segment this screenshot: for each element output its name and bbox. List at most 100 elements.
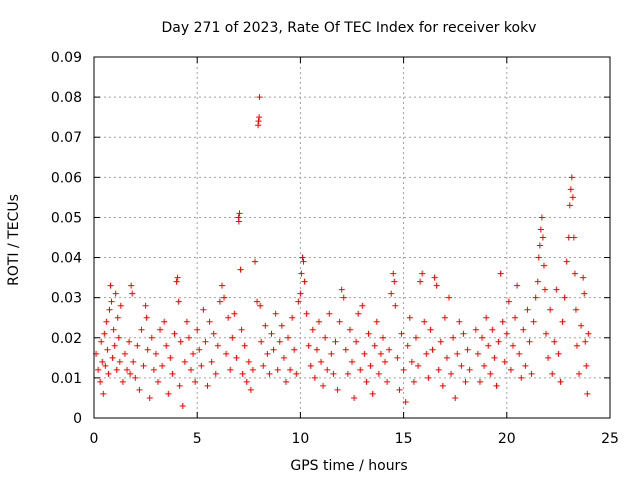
data-point — [479, 334, 486, 341]
data-point — [446, 294, 453, 301]
y-tick-label: 0.03 — [51, 291, 82, 307]
data-point — [175, 298, 182, 305]
data-point — [549, 370, 556, 377]
data-point — [169, 370, 176, 377]
data-point — [100, 390, 107, 397]
data-point — [458, 362, 465, 369]
data-point — [300, 258, 307, 265]
y-tick-label: 0.07 — [51, 130, 82, 146]
data-point — [514, 282, 521, 289]
data-point — [553, 286, 560, 293]
data-point — [581, 290, 588, 297]
data-point — [578, 322, 585, 329]
data-point — [237, 266, 244, 273]
data-point — [524, 306, 531, 313]
data-point — [530, 318, 537, 325]
data-point — [138, 326, 145, 333]
data-point — [97, 378, 104, 385]
data-point — [437, 338, 444, 345]
data-point — [305, 342, 312, 349]
data-point — [328, 350, 335, 357]
data-point — [535, 254, 542, 261]
data-point — [257, 302, 264, 309]
data-point — [443, 354, 450, 361]
data-point — [221, 294, 228, 301]
data-point — [216, 298, 223, 305]
y-tick-label: 0 — [73, 411, 82, 427]
data-point — [540, 262, 547, 269]
data-point — [188, 366, 195, 373]
data-point — [318, 358, 325, 365]
data-point — [98, 338, 105, 345]
data-point — [572, 306, 579, 313]
data-point — [332, 338, 339, 345]
data-point — [361, 350, 368, 357]
data-point — [174, 274, 181, 281]
data-point — [136, 386, 143, 393]
data-point — [105, 370, 112, 377]
data-point — [353, 338, 360, 345]
axis-ticks — [93, 56, 611, 419]
data-point — [559, 318, 566, 325]
x-axis-label: GPS time / hours — [290, 458, 407, 474]
data-point — [146, 394, 153, 401]
data-point — [415, 362, 422, 369]
data-point — [433, 282, 440, 289]
data-point — [101, 330, 108, 337]
data-point — [198, 362, 205, 369]
data-point — [303, 310, 310, 317]
data-point — [516, 350, 523, 357]
data-point — [425, 374, 432, 381]
data-point — [258, 338, 265, 345]
data-point — [285, 334, 292, 341]
data-point — [121, 350, 128, 357]
data-point — [528, 370, 535, 377]
data-point — [282, 378, 289, 385]
data-point — [152, 350, 159, 357]
data-point — [264, 350, 271, 357]
x-tick-label: 10 — [291, 431, 309, 447]
data-point — [256, 114, 263, 121]
data-point — [245, 358, 252, 365]
data-point — [161, 318, 168, 325]
data-point — [464, 346, 471, 353]
data-point — [150, 366, 157, 373]
data-point — [291, 346, 298, 353]
data-point — [491, 354, 498, 361]
data-point — [462, 378, 469, 385]
data-point — [497, 270, 504, 277]
data-point — [402, 398, 409, 405]
data-point — [148, 334, 155, 341]
data-point — [509, 342, 516, 349]
data-point — [342, 346, 349, 353]
plot-frame — [93, 56, 611, 419]
data-point — [116, 358, 123, 365]
data-point — [107, 282, 114, 289]
data-point — [167, 354, 174, 361]
data-point — [520, 326, 527, 333]
data-point — [474, 350, 481, 357]
data-point — [400, 366, 407, 373]
data-point — [204, 382, 211, 389]
data-point — [181, 358, 188, 365]
data-point — [225, 314, 232, 321]
data-point — [489, 326, 496, 333]
data-point — [214, 342, 221, 349]
data-point — [196, 346, 203, 353]
data-point — [431, 274, 438, 281]
data-point — [396, 386, 403, 393]
data-point — [190, 350, 197, 357]
data-point — [176, 382, 183, 389]
data-point — [566, 202, 573, 209]
data-point — [144, 346, 151, 353]
data-point — [379, 334, 386, 341]
data-point — [551, 338, 558, 345]
data-point — [557, 378, 564, 385]
data-point — [456, 318, 463, 325]
data-point — [576, 370, 583, 377]
data-point — [452, 394, 459, 401]
data-point — [501, 358, 508, 365]
data-point — [112, 290, 119, 297]
data-point — [324, 366, 331, 373]
data-point — [311, 374, 318, 381]
